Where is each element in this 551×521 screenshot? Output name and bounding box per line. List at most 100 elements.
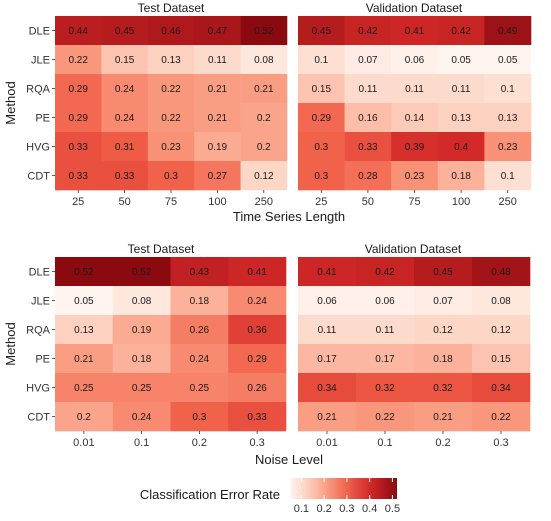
cell-value-label: 0.41 <box>405 26 425 37</box>
heatmap-cell <box>344 161 392 191</box>
cell-value-label: 0.49 <box>498 26 518 37</box>
heatmap-cell <box>356 344 415 374</box>
cell-value-label: 0.23 <box>405 171 425 182</box>
cell-value-label: 0.22 <box>491 412 511 423</box>
heatmap-cell <box>472 257 531 287</box>
cell-value-label: 0.18 <box>451 171 471 182</box>
heatmap-cell <box>391 103 439 133</box>
heatmap-cell <box>437 16 485 46</box>
cell-value-label: 0.17 <box>375 354 395 365</box>
cell-value-label: 0.52 <box>74 267 94 278</box>
y-axis-title-bottom: Method <box>3 322 18 365</box>
heatmap-cell <box>240 16 288 46</box>
heatmap-cell <box>344 132 392 162</box>
cell-value-label: 0.08 <box>132 296 152 307</box>
heatmap-cell <box>240 161 288 191</box>
x-tick-label: 0.2 <box>192 437 207 449</box>
heatmap-cell <box>228 373 287 403</box>
cell-value-label: 0.36 <box>247 325 267 336</box>
heatmap-cell <box>112 315 171 345</box>
heatmap-cell <box>55 103 102 133</box>
cell-value-label: 0.19 <box>132 325 152 336</box>
heatmap-cell <box>298 315 357 345</box>
cell-value-label: 0.42 <box>451 26 471 37</box>
cell-value-label: 0.3 <box>164 171 178 182</box>
legend-tick-label: 0.1 <box>294 503 309 515</box>
x-tick-label: 0.2 <box>435 437 450 449</box>
cell-value-label: 0.27 <box>208 171 228 182</box>
cell-value-label: 0.42 <box>375 267 395 278</box>
x-tick-label: 100 <box>452 196 470 208</box>
x-tick-label: 75 <box>165 196 177 208</box>
heatmap-cell <box>194 45 241 75</box>
heatmap-cell <box>240 103 288 133</box>
cell-value-label: 0.25 <box>190 383 210 394</box>
heatmap-cell <box>298 74 345 104</box>
cell-value-label: 0.23 <box>498 142 518 153</box>
cell-value-label: 0.17 <box>317 354 337 365</box>
cell-value-label: 0.33 <box>115 171 135 182</box>
heatmap-cell <box>55 16 102 46</box>
x-tick-label: 0.1 <box>377 437 392 449</box>
heatmap-cell <box>240 132 288 162</box>
heatmap-cell <box>437 132 485 162</box>
cell-value-label: 0.2 <box>77 412 91 423</box>
heatmap-cell <box>228 402 287 432</box>
cell-value-label: 0.07 <box>433 296 453 307</box>
cell-value-label: 0.52 <box>254 26 274 37</box>
cell-value-label: 0.12 <box>433 325 453 336</box>
heatmap-cell <box>298 16 345 46</box>
heatmap-cell <box>170 373 229 403</box>
heatmap-cell <box>356 257 415 287</box>
legend-tick-label: 0.5 <box>385 503 400 515</box>
x-tick-label: 250 <box>499 196 517 208</box>
x-axis-title-top: Time Series Length <box>233 209 345 224</box>
heatmap-cell <box>55 45 102 75</box>
heatmap-cell <box>298 402 357 432</box>
heatmap-cell <box>101 103 149 133</box>
cell-value-label: 0.47 <box>208 26 228 37</box>
cell-value-label: 0.24 <box>115 84 135 95</box>
legend-tick-label: 0.2 <box>317 503 332 515</box>
cell-value-label: 0.3 <box>314 142 328 153</box>
heatmap-cell <box>298 286 357 316</box>
heatmap-cell <box>298 45 345 75</box>
heatmap-cell <box>472 315 531 345</box>
cell-value-label: 0.41 <box>247 267 267 278</box>
cell-value-label: 0.33 <box>68 142 88 153</box>
heatmap-cell <box>101 45 149 75</box>
heatmap-cell <box>391 132 439 162</box>
heatmap-cell <box>55 402 114 432</box>
heatmap-cell <box>437 45 485 75</box>
cell-value-label: 0.06 <box>317 296 337 307</box>
heatmap-cell <box>112 402 171 432</box>
heatmap-cell <box>472 344 531 374</box>
heatmap-cell <box>228 257 287 287</box>
cell-value-label: 0.13 <box>161 55 181 66</box>
heatmap-cell <box>391 16 439 46</box>
heatmap-cell <box>55 132 102 162</box>
heatmap-cell <box>472 402 531 432</box>
x-tick-label: 0.3 <box>493 437 508 449</box>
heatmap-cell <box>112 286 171 316</box>
heatmap-cell <box>55 74 102 104</box>
heatmap-cell <box>112 373 171 403</box>
heatmap-cell <box>391 161 439 191</box>
panel-title-bottom-left: Test Dataset <box>128 242 195 256</box>
cell-value-label: 0.39 <box>405 142 425 153</box>
cell-value-label: 0.13 <box>451 113 471 124</box>
cell-value-label: 0.13 <box>74 325 94 336</box>
heatmap-cell <box>170 286 229 316</box>
heatmap-cell <box>344 45 392 75</box>
legend-tick-label: 0.4 <box>362 503 377 515</box>
heatmap-cell <box>147 161 195 191</box>
heatmap-panel-2: 0.45 0.42 0.41 0.42 0.49 0.1 0.07 0.06 0.05 0.05 0… <box>298 16 532 208</box>
heatmap-panel-4: 0.41 0.42 0.45 0.48 0.06 0.06 0.07 0.08 0.11 0.11… <box>298 257 531 449</box>
y-tick-label: HVG <box>26 142 50 154</box>
cell-value-label: 0.19 <box>208 142 228 153</box>
legend-title: Classification Error Rate <box>140 487 280 502</box>
heatmap-cell <box>472 286 531 316</box>
cell-value-label: 0.06 <box>405 55 425 66</box>
cell-value-label: 0.11 <box>452 84 471 95</box>
heatmap-panels: 0.44 0.45 0.46 0.47 0.52 0.22 0.15 0.13 0.11 0.08… <box>26 16 532 449</box>
